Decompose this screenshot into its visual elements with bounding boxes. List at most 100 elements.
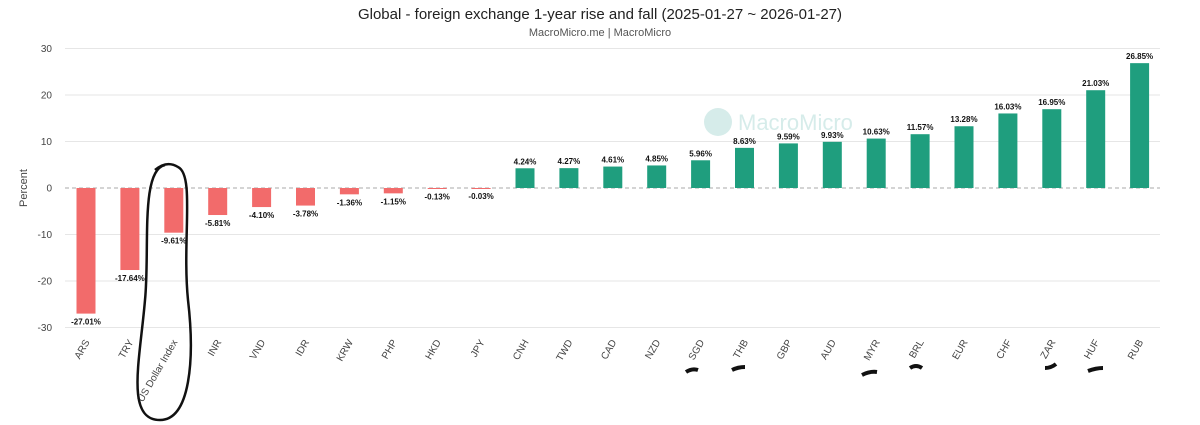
hand-drawn-circle [136, 162, 193, 422]
y-tick-label: 0 [46, 184, 52, 195]
hand-mark-zar [1044, 362, 1058, 370]
data-label: -17.64% [115, 274, 145, 283]
y-tick-label: 10 [41, 137, 53, 148]
x-tick-label: EUR [951, 338, 971, 362]
data-label: -0.13% [425, 193, 450, 202]
data-label: -4.10% [249, 211, 274, 220]
x-tick-label: KRW [335, 338, 356, 364]
data-label: -0.03% [468, 192, 493, 201]
bar[interactable] [1130, 63, 1150, 188]
x-tick-label: SGD [687, 338, 707, 362]
bar[interactable] [296, 188, 315, 206]
bar[interactable] [1042, 109, 1062, 188]
bar[interactable] [427, 188, 447, 189]
x-tick-label: MYR [862, 338, 883, 363]
x-tick-label: PHP [380, 338, 400, 362]
y-tick-label: 20 [41, 91, 53, 102]
bar[interactable] [647, 165, 667, 188]
y-tick-label: -20 [38, 277, 53, 288]
data-label: -3.78% [293, 210, 318, 219]
data-label: 11.57% [907, 123, 934, 132]
bar[interactable] [910, 134, 930, 188]
hand-mark-myr [861, 369, 878, 377]
x-tick-label: ZAR [1039, 338, 1059, 361]
x-tick-label: HKD [424, 338, 444, 362]
bar[interactable] [954, 126, 974, 188]
chart-subtitle: MacroMicro.me | MacroMicro [528, 27, 672, 39]
x-tick-label: JPY [469, 338, 488, 360]
x-tick-label: RUB [1126, 338, 1146, 362]
data-label: -5.81% [205, 219, 230, 228]
data-label: 13.28% [950, 115, 977, 124]
hand-mark-thb [731, 365, 746, 372]
x-tick-label: AUD [819, 338, 839, 362]
x-tick-label: THB [732, 338, 752, 361]
bar[interactable] [866, 138, 886, 188]
data-label: -27.01% [71, 318, 101, 327]
data-label: 26.85% [1126, 52, 1153, 61]
bar[interactable] [1086, 90, 1106, 188]
y-tick-label: -30 [38, 323, 53, 334]
bar[interactable] [471, 188, 491, 189]
y-axis-label: Percent [18, 169, 30, 207]
bar[interactable] [208, 188, 228, 216]
bar[interactable] [778, 143, 798, 188]
data-label: 4.61% [601, 156, 624, 165]
x-tick-label: ARS [73, 338, 93, 362]
labels-layer: -27.01% -17.64% -9.61% -5.81% -4.10% -3.78% -1… [71, 52, 1153, 326]
bars-layer [76, 63, 1150, 314]
data-label: 4.27% [558, 157, 581, 166]
grid-layer: 30 20 10 0 -10 -20 -30 [38, 44, 1160, 334]
bar[interactable] [735, 147, 754, 188]
data-label: 16.95% [1038, 98, 1065, 107]
hand-mark-huf [1087, 366, 1104, 373]
watermark-logo-icon [704, 108, 732, 136]
data-label: -9.61% [161, 237, 186, 246]
data-label: 9.59% [777, 132, 800, 141]
bar[interactable] [603, 166, 623, 188]
hand-mark-brl [908, 364, 924, 370]
bar[interactable] [76, 188, 96, 314]
x-tick-label: CNH [511, 338, 531, 362]
bar[interactable] [998, 113, 1018, 188]
x-axis: ARS TRY US Dollar Index INR VND IDR KRW PHP HKD J… [73, 338, 1147, 405]
bar[interactable] [822, 141, 842, 188]
x-tick-label: VND [248, 338, 268, 362]
bar[interactable] [515, 168, 535, 188]
data-label: 4.85% [645, 154, 668, 163]
data-label: -1.15% [381, 197, 406, 206]
x-tick-label: INR [206, 338, 224, 358]
bar[interactable] [164, 188, 184, 233]
x-tick-label: CHF [995, 338, 1015, 361]
x-tick-label: TWD [555, 338, 576, 363]
data-label: 10.63% [863, 128, 890, 137]
data-label: 8.63% [733, 137, 756, 146]
y-tick-label: -10 [38, 230, 53, 241]
x-tick-label: BRL [907, 338, 926, 361]
data-label: 4.24% [514, 157, 537, 166]
bar[interactable] [691, 160, 711, 188]
data-label: 16.03% [994, 102, 1021, 111]
x-tick-label: GBP [775, 338, 795, 362]
bar[interactable] [252, 188, 272, 208]
data-label: 5.96% [689, 149, 712, 158]
x-tick-label: CAD [599, 338, 619, 362]
annotations [136, 162, 1104, 422]
watermark-text: MacroMicro [738, 110, 853, 135]
watermark: MacroMicro [704, 108, 853, 136]
hand-mark-sgd [684, 367, 699, 374]
x-tick-label: TRY [117, 338, 137, 361]
data-label: 9.93% [821, 131, 844, 140]
x-tick-label: HUF [1082, 338, 1102, 361]
bar[interactable] [339, 188, 359, 195]
bar[interactable] [120, 188, 140, 271]
x-tick-label: NZD [643, 338, 663, 361]
bar[interactable] [383, 188, 403, 194]
x-tick-label: IDR [294, 338, 312, 358]
y-tick-label: 30 [41, 44, 53, 55]
x-tick-label: US Dollar Index [136, 338, 181, 404]
chart-title: Global - foreign exchange 1-year rise an… [357, 6, 843, 23]
data-label: 21.03% [1082, 79, 1109, 88]
bar[interactable] [559, 168, 579, 188]
